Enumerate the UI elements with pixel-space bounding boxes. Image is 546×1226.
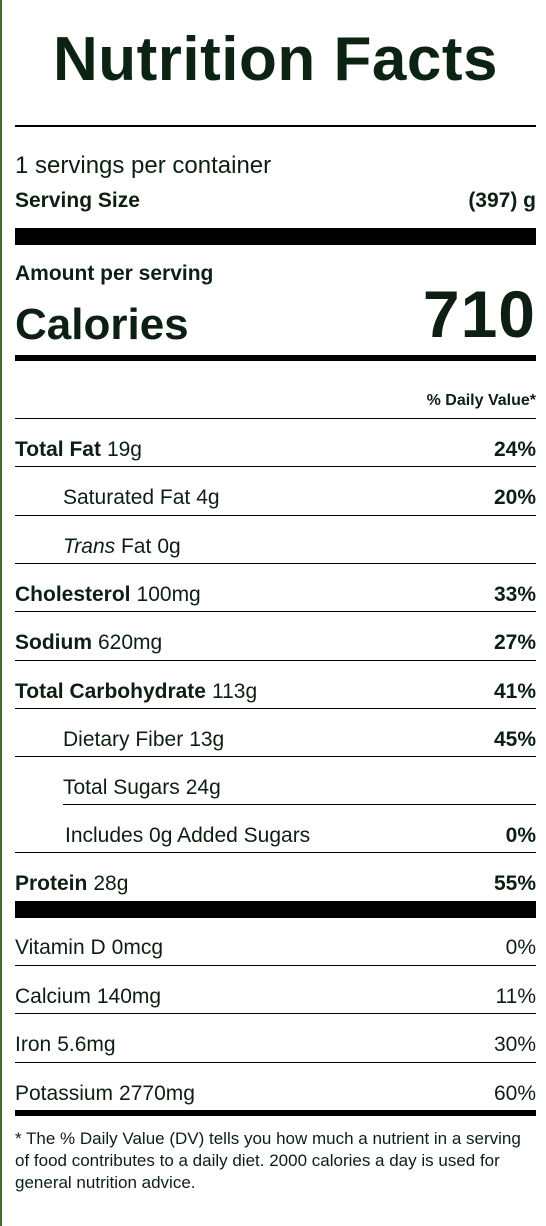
vitamin-row-iron: Iron 5.6mg 30% — [15, 1033, 536, 1059]
vitamin-amount: 140mg — [96, 985, 162, 1008]
vitamin-dv: 60% — [493, 1082, 536, 1105]
nutrient-name: Sodium — [15, 631, 92, 654]
nutrient-dv: 55% — [493, 872, 536, 895]
nutrient-dv: 33% — [493, 583, 536, 606]
calories-label: Calories — [15, 300, 189, 349]
nutrient-name: Total Sugars — [63, 776, 180, 799]
nutrient-name: Dietary Fiber — [63, 728, 184, 751]
divider — [15, 660, 536, 661]
vitamin-row-vitamin-d: Vitamin D 0mcg 0% — [15, 936, 536, 962]
nutrient-row-total-sugars: Total Sugars 24g — [15, 776, 536, 802]
title-divider — [15, 125, 536, 127]
nutrient-row-protein: Protein 28g 55% — [15, 872, 536, 898]
nutrient-name: Protein — [15, 872, 88, 895]
nutrient-amount: 0g — [157, 535, 181, 558]
divider — [15, 611, 536, 612]
nutrient-dv: 24% — [493, 438, 536, 461]
vitamin-name: Iron — [15, 1033, 52, 1056]
calories-divider — [15, 355, 536, 361]
vitamin-dv: 30% — [493, 1033, 536, 1056]
calories-value: 710 — [422, 277, 536, 351]
vitamin-name: Vitamin D — [15, 936, 106, 959]
vitamin-amount: 2770mg — [119, 1082, 195, 1105]
divider — [15, 756, 536, 757]
divider — [15, 965, 536, 966]
label-title: Nutrition Facts — [53, 25, 498, 94]
nutrient-name: Cholesterol — [15, 583, 131, 606]
nutrient-name: Saturated Fat — [63, 486, 191, 509]
divider — [15, 563, 536, 564]
nutrient-dv: 27% — [493, 631, 536, 654]
nutrient-dv: 0% — [505, 824, 536, 847]
nutrient-amount: 24g — [185, 776, 221, 799]
nutrient-row-trans-fat: Trans Fat 0g — [15, 535, 536, 561]
vitamin-name: Calcium — [15, 985, 91, 1008]
vitamin-amount: 5.6mg — [57, 1033, 116, 1056]
divider — [15, 1062, 536, 1063]
bottom-divider — [15, 1110, 536, 1116]
nutrient-amount: 28g — [93, 872, 129, 895]
divider — [15, 466, 536, 467]
nutrient-row-total-fat: Total Fat 19g 24% — [15, 438, 536, 464]
nutrient-row-dietary-fiber: Dietary Fiber 13g 45% — [15, 728, 536, 754]
nutrient-dv: 20% — [493, 486, 536, 509]
nutrient-dv: 45% — [493, 728, 536, 751]
daily-value-header: % Daily Value* — [426, 392, 536, 409]
nutrient-name: Fat — [120, 535, 152, 558]
divider — [15, 515, 536, 516]
vitamin-name: Potassium — [15, 1082, 114, 1105]
indented-divider — [63, 804, 536, 805]
nutrient-name: Total Fat — [15, 438, 101, 461]
nutrient-row-cholesterol: Cholesterol 100mg 33% — [15, 583, 536, 609]
nutrient-row-total-carbohydrate: Total Carbohydrate 113g 41% — [15, 680, 536, 706]
nutrient-dv: 41% — [493, 680, 536, 703]
footnote: * The % Daily Value (DV) tells you how m… — [15, 1129, 521, 1192]
nutrient-amount: 100mg — [136, 583, 201, 606]
divider — [15, 1013, 536, 1014]
nutrient-row-sodium: Sodium 620mg 27% — [15, 631, 536, 657]
nutrient-name: Total Carbohydrate — [15, 680, 206, 703]
thick-divider — [15, 901, 536, 918]
nutrient-amount: 620mg — [98, 631, 163, 654]
divider — [15, 852, 536, 853]
nutrient-amount: 4g — [196, 486, 220, 509]
nutrient-amount: 113g — [211, 680, 258, 703]
vitamin-amount: 0mcg — [111, 936, 164, 959]
nutrient-name: Includes 0g Added Sugars — [65, 824, 311, 847]
thick-divider — [15, 228, 536, 245]
serving-size-value: (397) g — [468, 189, 536, 212]
amount-per-serving: Amount per serving — [15, 262, 214, 285]
nutrient-row-saturated-fat: Saturated Fat 4g 20% — [15, 486, 536, 512]
vitamin-dv: 11% — [495, 985, 536, 1008]
divider — [15, 418, 536, 419]
servings-per-container: 1 servings per container — [15, 152, 272, 179]
nutrient-amount: 13g — [189, 728, 225, 751]
vitamin-row-calcium: Calcium 140mg 11% — [15, 985, 536, 1011]
nutrient-row-added-sugars: Includes 0g Added Sugars 0% — [15, 824, 536, 850]
serving-size-label: Serving Size — [15, 189, 140, 212]
divider — [15, 708, 536, 709]
nutrient-amount: 19g — [106, 438, 142, 461]
nutrient-name-italic: Trans — [63, 535, 116, 558]
vitamin-row-potassium: Potassium 2770mg 60% — [15, 1082, 536, 1108]
vitamin-dv: 0% — [505, 936, 536, 959]
